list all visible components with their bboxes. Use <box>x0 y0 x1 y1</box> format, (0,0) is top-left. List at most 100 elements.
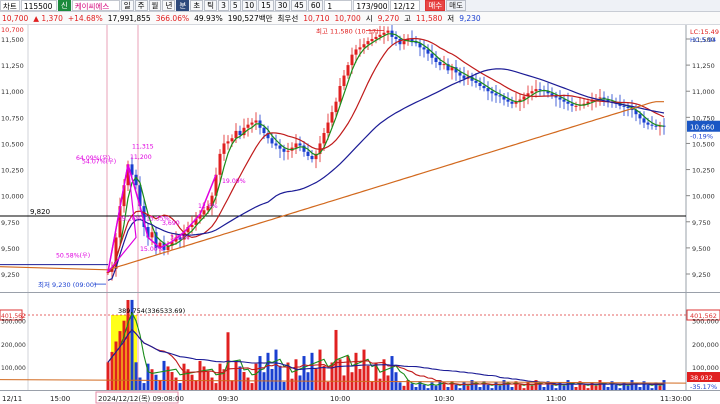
candle-body <box>190 224 194 227</box>
interval-5-button[interactable]: 5 <box>229 0 241 11</box>
trade-volume: 17,991,855 <box>107 13 151 23</box>
period-minute-button[interactable]: 분 <box>176 0 190 11</box>
candle-body <box>510 101 514 104</box>
volume-bar <box>210 377 214 390</box>
vol-ma60-line <box>107 328 665 385</box>
volume-bar <box>390 356 394 390</box>
candle-body <box>146 227 150 238</box>
volume-bar <box>346 356 350 390</box>
interval-15-button[interactable]: 15 <box>258 0 274 11</box>
candle-body <box>106 271 110 273</box>
volume-bar <box>266 352 270 390</box>
ma120-line <box>0 101 664 271</box>
candle-body <box>342 75 346 86</box>
volume-bar <box>230 380 234 390</box>
volume-bar <box>446 386 450 390</box>
interval-60-button[interactable]: 60 <box>307 0 324 11</box>
price-chart[interactable]: 11,500 11,250 11,000 10,750 10,500 10,250 10,0… <box>0 22 720 292</box>
candle-body <box>634 110 638 115</box>
pattern-label: 11,315 <box>132 144 154 151</box>
period-second-button[interactable]: 초 <box>190 0 204 11</box>
candle-body <box>486 88 490 92</box>
volume-bar <box>326 381 330 390</box>
low-annotation: 최저 9,230 (09:00) <box>38 280 97 289</box>
period-month-button[interactable]: 월 <box>148 0 162 11</box>
volume-bar <box>370 381 374 390</box>
right-tick-label: 10,750 <box>692 114 715 122</box>
vol-right-tick: 200,000 <box>692 341 719 349</box>
volume-bar <box>202 366 206 390</box>
volume-bar <box>506 383 510 390</box>
volume-chart[interactable]: 389,754(336533.69) 401,562401,562300,000… <box>0 293 720 391</box>
candle-body <box>238 130 242 136</box>
left-tick-label: 9,250 <box>1 271 20 279</box>
period-week-button[interactable]: 주 <box>134 0 148 11</box>
volume-chart-pane[interactable]: 389,754(336533.69) 401,562 401,562 300,000… <box>0 292 720 391</box>
volume-bar <box>362 349 366 390</box>
candle-body <box>422 47 426 50</box>
pattern-label: 12.6% <box>198 203 218 210</box>
time-label: 10:30 <box>434 395 454 403</box>
volume-bar <box>442 383 446 390</box>
candle-body <box>446 64 450 71</box>
volume-bar <box>606 386 610 390</box>
volume-bar <box>318 349 322 390</box>
volume-ratio: 366.06% <box>155 13 190 23</box>
candle-body <box>646 122 650 125</box>
volume-bar <box>610 381 614 390</box>
volume-bar <box>554 388 558 390</box>
volume-bar <box>574 386 578 390</box>
date-input[interactable]: 12/12 <box>390 0 421 11</box>
candle-body <box>366 41 370 45</box>
candle-body <box>454 67 458 73</box>
price-chart-pane[interactable]: 11,500 11,250 11,000 10,750 10,500 10,250 10,0… <box>0 22 720 292</box>
volume-bar <box>138 377 142 390</box>
interval-3-button[interactable]: 3 <box>218 0 229 11</box>
volume-bar <box>270 368 274 390</box>
period-day-button[interactable]: 일 <box>120 0 134 11</box>
reference-price-label: 9,820 <box>30 208 50 216</box>
candle-body <box>286 150 290 152</box>
volume-bar <box>642 381 646 390</box>
volume-bar <box>178 383 182 390</box>
vol-left-tick: 200,000 <box>1 342 26 349</box>
volume-bar <box>466 385 470 390</box>
count-input[interactable]: 1 <box>324 0 353 11</box>
volume-bar <box>586 388 590 390</box>
volume-bar <box>122 320 126 390</box>
period-year-button[interactable]: 년 <box>162 0 176 11</box>
interval-10-button[interactable]: 10 <box>241 0 258 11</box>
right-tick-label: 9,250 <box>692 271 711 279</box>
stock-code-input[interactable]: 115500 <box>20 0 57 11</box>
volume-bar <box>382 359 386 390</box>
time-label: 10:00 <box>330 395 350 403</box>
candle-body <box>214 174 218 196</box>
volume-bar <box>222 369 226 390</box>
candle-body <box>514 101 518 104</box>
volume-bar <box>342 375 346 390</box>
candle-body <box>586 101 590 104</box>
volume-bar <box>254 363 258 390</box>
interval-30-button[interactable]: 30 <box>274 0 291 11</box>
stock-name[interactable]: 케이씨에스 <box>71 0 120 11</box>
candle-body <box>550 93 554 96</box>
interval-45-button[interactable]: 45 <box>291 0 307 11</box>
left-tick-label: 11,000 <box>1 88 24 96</box>
page-indicator: 173/900 <box>353 0 390 11</box>
candle-body <box>310 155 314 160</box>
volume-bar <box>430 382 434 390</box>
volume-bar <box>654 382 658 390</box>
sell-button[interactable]: 매도 <box>446 0 466 11</box>
price-annotations: 최고 11,580 (10:17) 최저 9,230 (09:00) <box>38 27 384 289</box>
volume-bar <box>426 388 430 390</box>
candle-body <box>318 143 322 154</box>
candle-body <box>138 185 142 207</box>
volume-bar <box>358 368 362 390</box>
volume-bar <box>566 380 570 390</box>
candle-body <box>126 164 130 186</box>
chart-label: 차트 <box>0 0 20 11</box>
buy-button[interactable]: 매수 <box>425 0 446 11</box>
period-tick-button[interactable]: 틱 <box>204 0 218 11</box>
volume-bar <box>374 362 378 390</box>
candle-body <box>234 130 238 139</box>
